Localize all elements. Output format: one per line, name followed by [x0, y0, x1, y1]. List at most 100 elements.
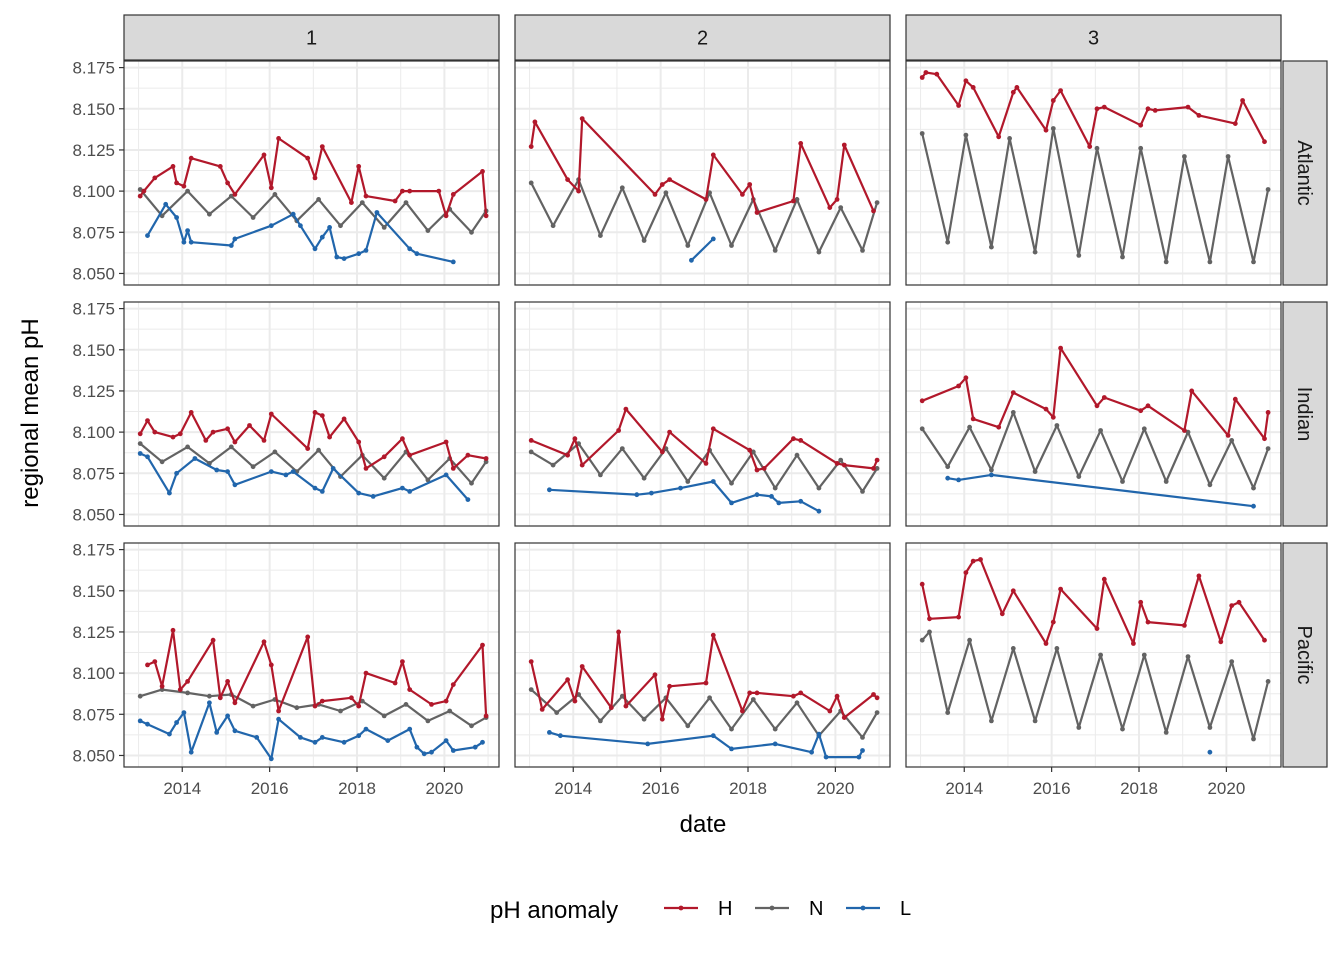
- series-line-l: [139, 452, 469, 501]
- data-point-h: [225, 426, 231, 432]
- data-point-n: [619, 693, 625, 699]
- data-point-l: [956, 477, 961, 483]
- strip-background: [905, 14, 1282, 61]
- data-point-l: [181, 239, 187, 245]
- series-group: [137, 410, 489, 502]
- data-point-n: [1054, 646, 1060, 651]
- strip-background: [1282, 301, 1328, 527]
- data-point-h: [268, 662, 274, 668]
- data-point-l: [174, 720, 180, 725]
- data-point-h: [170, 434, 176, 440]
- data-point-n: [528, 449, 534, 455]
- data-point-h: [703, 197, 709, 202]
- panels-layer: [123, 60, 1282, 768]
- gridlines: [515, 302, 890, 526]
- series-group: [528, 406, 880, 514]
- data-point-l: [228, 243, 234, 248]
- data-point-n: [316, 197, 321, 202]
- data-point-h: [579, 116, 585, 121]
- data-point-h: [659, 716, 665, 722]
- data-point-l: [710, 236, 716, 242]
- data-point-h: [356, 439, 362, 445]
- panel-indian-2: [514, 301, 891, 527]
- data-point-h: [152, 175, 158, 181]
- data-point-h: [996, 424, 1002, 430]
- strip-label: 3: [1088, 28, 1099, 50]
- data-point-n: [729, 243, 734, 248]
- data-point-h: [225, 180, 231, 186]
- panel-border: [514, 60, 891, 286]
- data-point-h: [572, 436, 578, 442]
- data-point-h: [934, 71, 940, 77]
- data-point-n: [1207, 259, 1213, 265]
- data-point-n: [598, 718, 603, 724]
- data-point-l: [356, 490, 362, 496]
- data-point-l: [181, 710, 187, 715]
- data-point-h: [963, 570, 969, 575]
- data-point-h: [1138, 599, 1144, 605]
- data-point-l: [1207, 749, 1213, 755]
- data-point-n: [1007, 136, 1012, 141]
- panel-border: [123, 542, 500, 768]
- data-point-h: [747, 447, 753, 453]
- data-point-h: [532, 119, 538, 125]
- data-point-h: [703, 680, 709, 686]
- data-point-h: [465, 452, 471, 458]
- data-point-n: [447, 708, 453, 714]
- data-point-n: [927, 629, 932, 635]
- data-point-h: [319, 144, 325, 150]
- data-point-l: [400, 485, 405, 491]
- strip-row-indian: Indian: [1282, 301, 1328, 527]
- data-point-h: [970, 85, 976, 90]
- series-line-l: [146, 203, 454, 263]
- data-point-h: [565, 177, 570, 183]
- data-point-h: [874, 457, 880, 463]
- data-point-h: [528, 144, 534, 150]
- data-point-l: [174, 215, 180, 220]
- data-point-l: [163, 201, 169, 207]
- data-point-h: [978, 557, 983, 562]
- data-point-n: [1251, 736, 1256, 742]
- data-point-h: [400, 659, 405, 664]
- data-point-l: [319, 489, 325, 494]
- data-point-h: [429, 702, 434, 707]
- data-point-h: [827, 708, 833, 714]
- data-point-l: [185, 228, 191, 234]
- legend-label: N: [809, 898, 823, 920]
- data-point-l: [330, 466, 336, 471]
- x-tick-label: 2018: [338, 779, 376, 798]
- data-point-h: [1043, 406, 1049, 412]
- data-point-h: [740, 192, 745, 197]
- data-point-l: [450, 259, 456, 265]
- data-point-n: [1050, 126, 1056, 131]
- data-point-h: [407, 188, 413, 194]
- data-point-l: [145, 233, 150, 239]
- data-point-h: [181, 183, 187, 189]
- data-point-l: [1251, 503, 1256, 509]
- data-point-n: [1076, 474, 1082, 479]
- data-point-n: [381, 713, 387, 719]
- data-point-l: [414, 744, 420, 750]
- legend: pH anomaly H N L: [490, 897, 911, 924]
- data-point-h: [923, 70, 929, 75]
- data-point-n: [403, 200, 409, 206]
- data-point-l: [370, 494, 376, 499]
- data-point-l: [407, 246, 413, 252]
- data-point-n: [1120, 479, 1125, 484]
- strip-label: 1: [306, 28, 317, 50]
- data-point-n: [707, 695, 712, 701]
- data-point-n: [1265, 187, 1271, 192]
- data-point-h: [565, 677, 570, 683]
- data-point-l: [860, 748, 865, 753]
- data-point-h: [341, 416, 347, 422]
- data-point-h: [305, 155, 311, 161]
- series-group: [919, 70, 1271, 265]
- data-point-n: [945, 710, 951, 715]
- data-point-n: [294, 705, 300, 711]
- data-point-h: [312, 703, 318, 709]
- data-point-n: [483, 459, 489, 465]
- data-point-h: [443, 439, 449, 445]
- data-point-h: [791, 436, 796, 442]
- data-point-h: [1265, 410, 1271, 415]
- data-point-h: [1101, 576, 1107, 582]
